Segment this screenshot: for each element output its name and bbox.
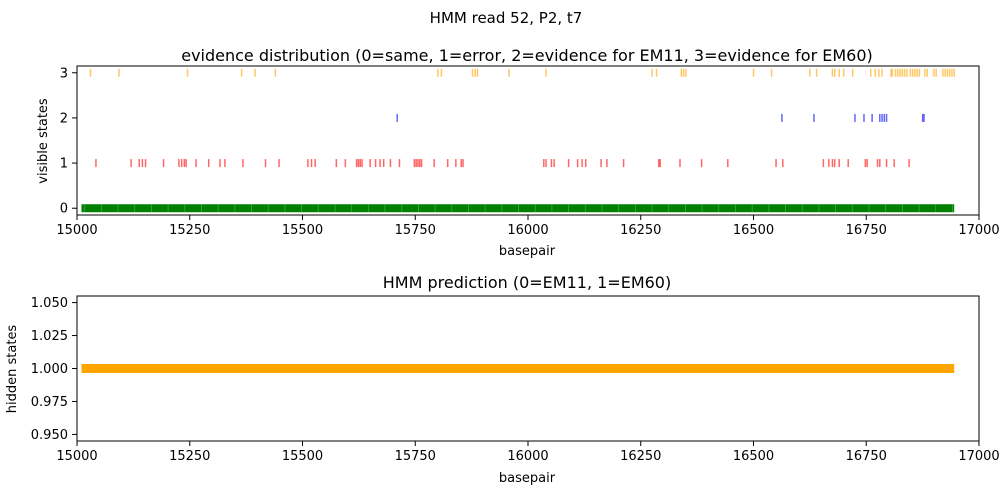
prediction-xtick-label: 16500 bbox=[733, 449, 774, 464]
prediction-ytick-label: 0.975 bbox=[31, 395, 68, 410]
prediction-ytick-label: 1.000 bbox=[31, 362, 68, 377]
y-axis-label-prediction: hidden states bbox=[5, 325, 20, 414]
prediction-xtick-label: 15750 bbox=[395, 449, 436, 464]
state0-band bbox=[81, 204, 955, 213]
chart-title-prediction: HMM prediction (0=EM11, 1=EM60) bbox=[383, 273, 671, 292]
evidence-ytick-label: 2 bbox=[60, 111, 68, 126]
evidence-ytick-label: 0 bbox=[60, 202, 68, 217]
prediction-ytick-label: 1.025 bbox=[31, 329, 68, 344]
prediction-xtick-label: 16250 bbox=[620, 449, 661, 464]
prediction-marks bbox=[81, 364, 955, 373]
evidence-xtick-label: 15500 bbox=[282, 223, 323, 238]
prediction-xtick-label: 16750 bbox=[846, 449, 887, 464]
evidence-xtick-label: 17000 bbox=[958, 223, 999, 238]
evidence-xtick-label: 16250 bbox=[620, 223, 661, 238]
y-axis-evidence: 0 1 2 3 bbox=[60, 66, 77, 217]
x-axis-evidence: 15000 15250 15500 15750 16000 16250 16500 16750… bbox=[56, 215, 1000, 238]
prediction-xtick-label: 17000 bbox=[958, 449, 999, 464]
axes-frame-evidence bbox=[76, 65, 980, 216]
x-axis-label-evidence: basepair bbox=[499, 244, 556, 259]
figure-suptitle: HMM read 52, P2, t7 bbox=[430, 9, 583, 27]
chart-title-evidence: evidence distribution (0=same, 1=error, … bbox=[181, 46, 873, 65]
panel-prediction: HMM prediction (0=EM11, 1=EM60) 15000 152… bbox=[5, 273, 1000, 486]
prediction-xtick-label: 15500 bbox=[282, 449, 323, 464]
panel-evidence: evidence distribution (0=same, 1=error, … bbox=[36, 46, 1000, 259]
x-axis-label-prediction: basepair bbox=[499, 471, 556, 486]
prediction-xtick-label: 15000 bbox=[56, 449, 97, 464]
evidence-ytick-label: 1 bbox=[60, 157, 68, 172]
evidence-ytick-label: 3 bbox=[60, 66, 68, 81]
hidden-state-band bbox=[81, 364, 955, 373]
evidence-xtick-label: 16750 bbox=[846, 223, 887, 238]
evidence-xtick-label: 16000 bbox=[507, 223, 548, 238]
x-axis-prediction: 15000 15250 15500 15750 16000 16250 16500 16750… bbox=[56, 441, 1000, 464]
evidence-xtick-label: 15750 bbox=[395, 223, 436, 238]
prediction-ytick-label: 0.950 bbox=[31, 428, 68, 443]
prediction-xtick-label: 16000 bbox=[507, 449, 548, 464]
evidence-xtick-label: 16500 bbox=[733, 223, 774, 238]
evidence-xtick-label: 15000 bbox=[56, 223, 97, 238]
y-axis-label-evidence: visible states bbox=[36, 98, 51, 184]
prediction-xtick-label: 15250 bbox=[169, 449, 210, 464]
y-axis-prediction: 0.950 0.975 1.000 1.025 1.050 bbox=[31, 296, 77, 443]
evidence-xtick-label: 15250 bbox=[169, 223, 210, 238]
prediction-ytick-label: 1.050 bbox=[31, 296, 68, 311]
evidence-marks bbox=[81, 68, 955, 213]
